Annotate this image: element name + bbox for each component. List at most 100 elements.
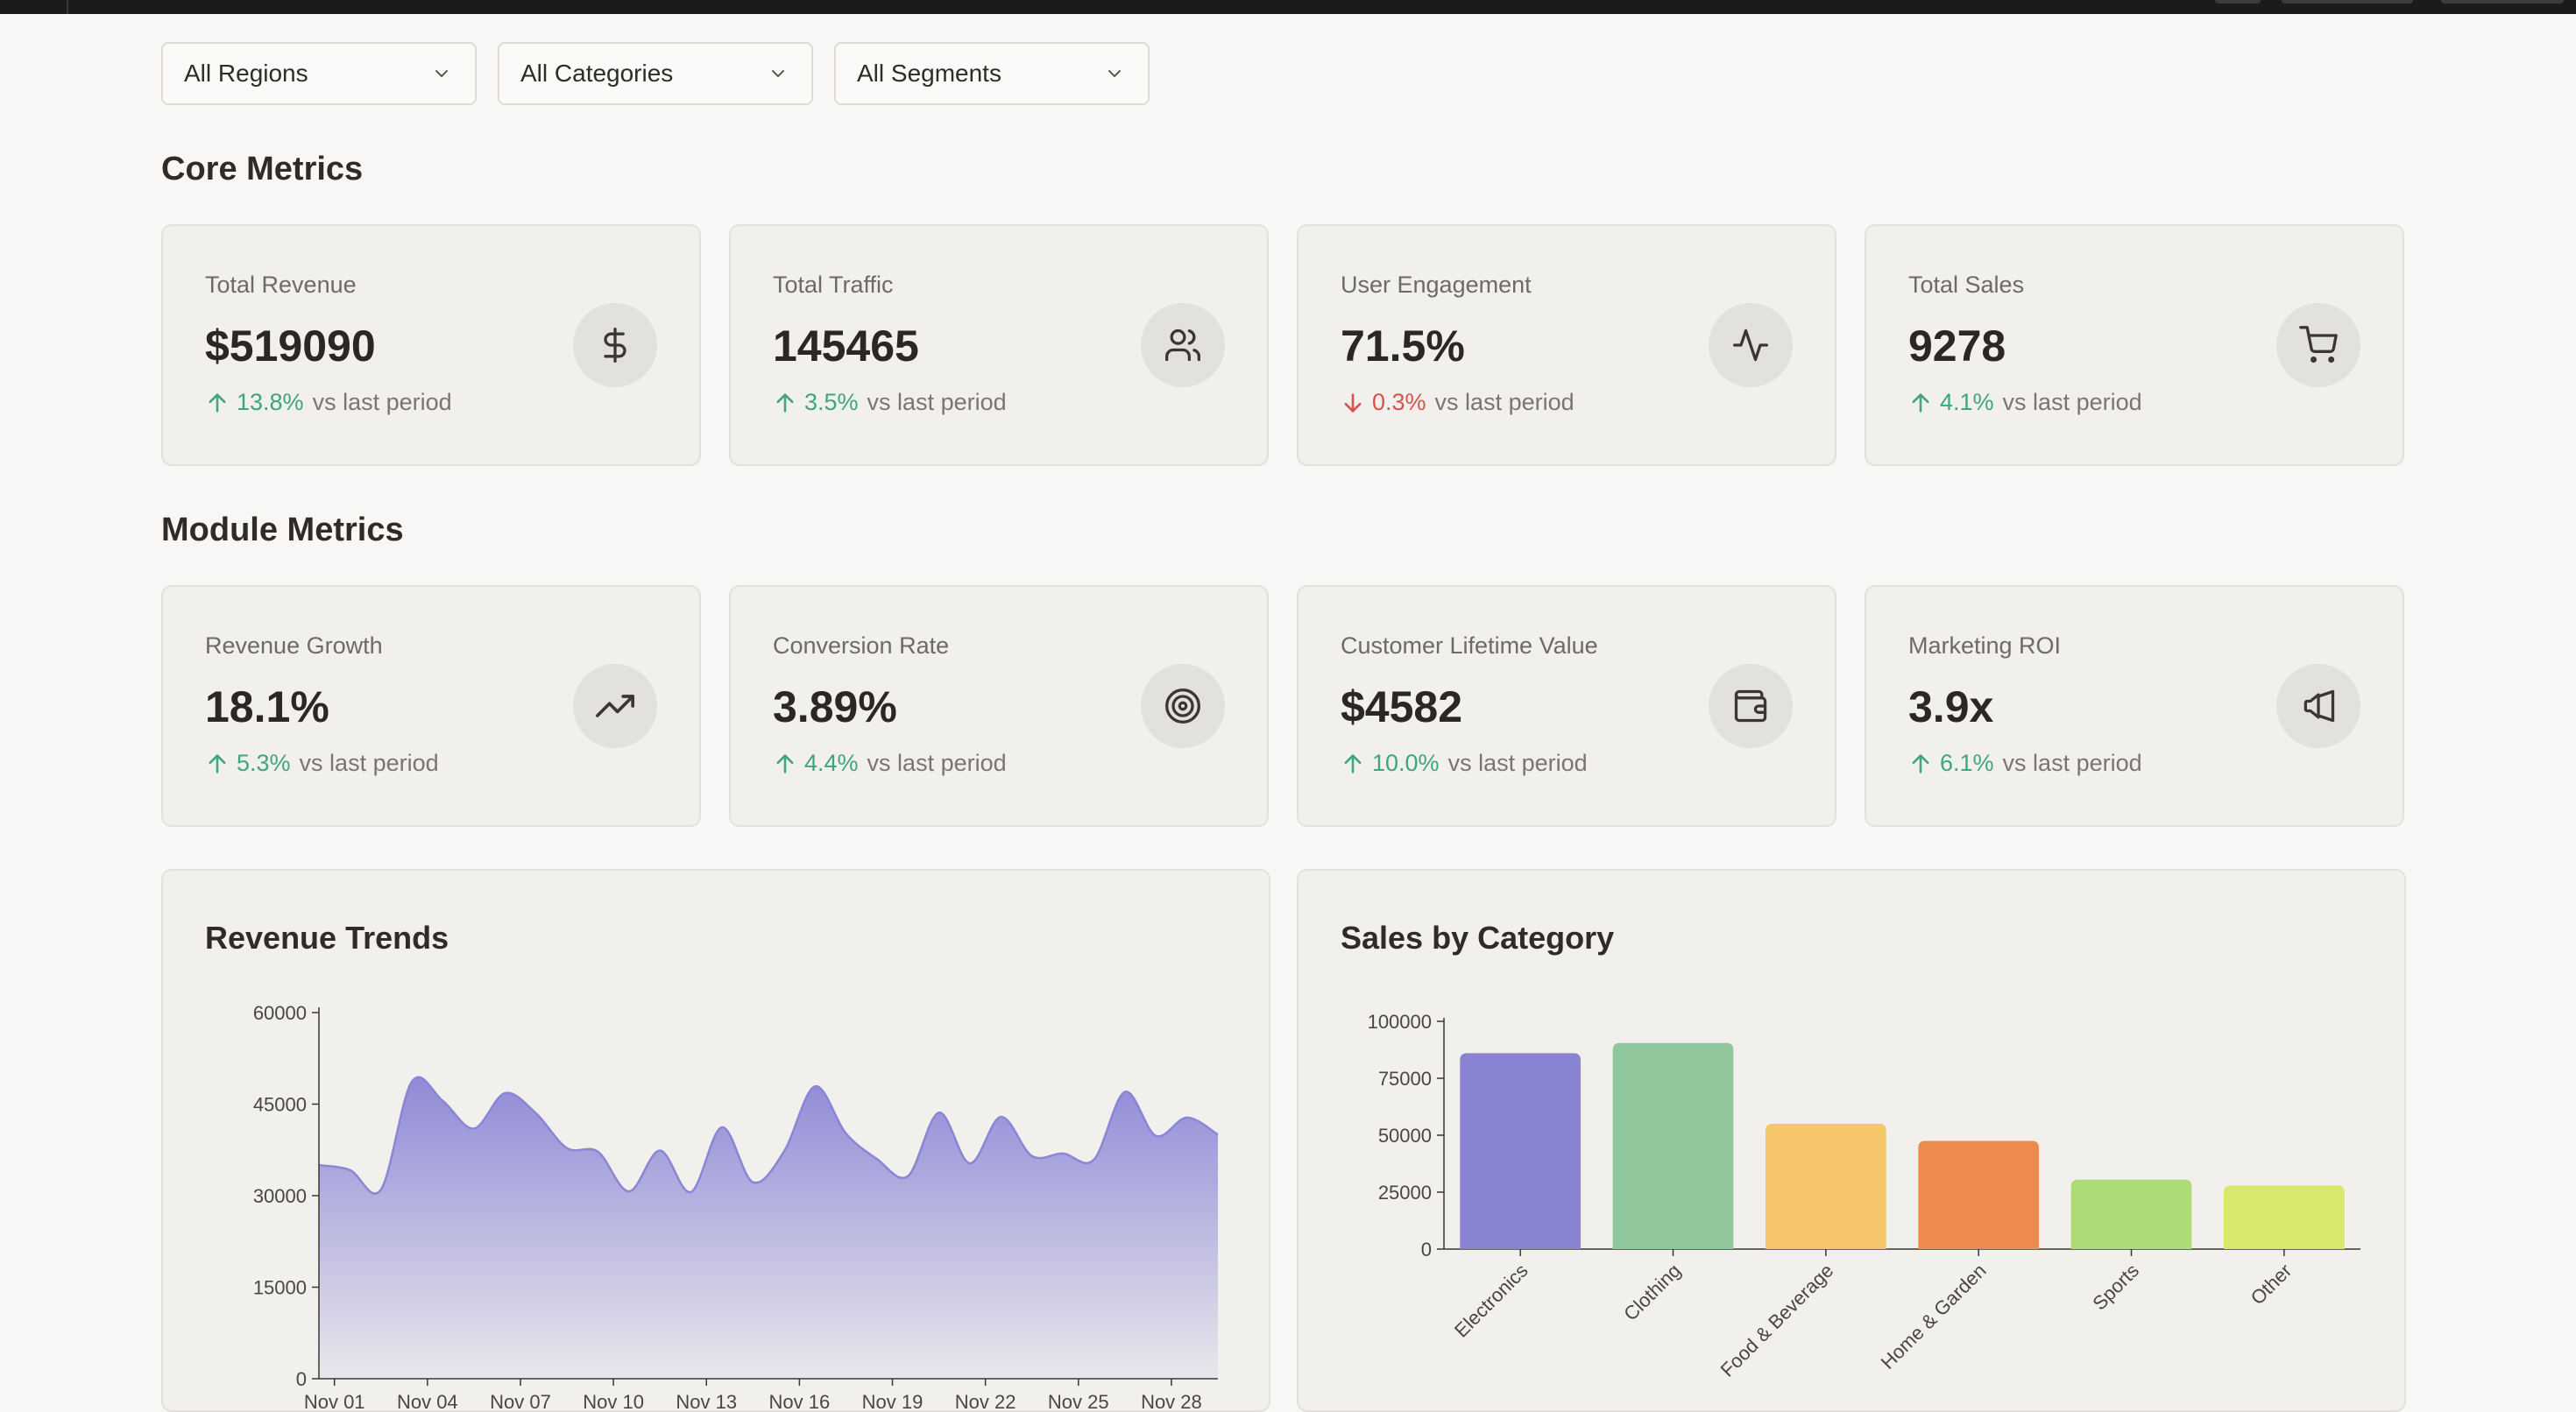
x-tick-label: Nov 28	[1141, 1391, 1202, 1412]
bar	[1765, 1124, 1886, 1249]
wallet-icon	[1709, 664, 1793, 748]
metric-change-suffix: vs last period	[1434, 389, 1575, 415]
revenue-trends-title: Revenue Trends	[205, 920, 449, 956]
y-tick-label: 60000	[253, 1002, 307, 1024]
bar	[2070, 1179, 2192, 1249]
top-bar-button[interactable]	[2441, 0, 2564, 4]
category-select-value: All Categories	[520, 60, 674, 87]
metric-value: 3.89%	[773, 682, 897, 731]
arrow-up-icon	[776, 753, 794, 773]
metric-change: 10.0%	[1372, 750, 1440, 776]
category-select[interactable]: All Categories	[498, 42, 813, 105]
activity-icon	[1709, 303, 1793, 387]
metric-change: 6.1%	[1940, 750, 1994, 776]
metric-card-total-traffic: Total Traffic 145465 3.5% vs last period	[729, 224, 1269, 466]
metric-label: Total Sales	[1908, 272, 2025, 298]
metric-value: $4582	[1341, 682, 1463, 731]
metric-change-suffix: vs last period	[299, 750, 439, 776]
sales-by-category-chart: 0 25000 50000 75000 100000 Electronics Clothin…	[1368, 1011, 2360, 1381]
metric-delta: 0.3% vs last period	[1341, 389, 1575, 416]
bar	[1918, 1140, 2040, 1249]
x-tick-label: Sports	[2088, 1260, 2143, 1315]
y-tick-label: 25000	[1378, 1182, 1432, 1204]
x-tick-label: Clothing	[1619, 1260, 1685, 1325]
arrow-up-icon	[1344, 753, 1362, 773]
y-tick-label: 50000	[1378, 1125, 1432, 1147]
metric-delta: 4.1% vs last period	[1908, 389, 2142, 416]
revenue-trends-chart: 0 15000 30000 45000 60000 Nov 01 Nov 04 Nov 07 N…	[253, 1002, 1219, 1412]
metric-delta: 3.5% vs last period	[773, 389, 1007, 416]
metric-label: Revenue Growth	[205, 632, 383, 659]
metric-delta: 6.1% vs last period	[1908, 750, 2142, 777]
metric-value: 18.1%	[205, 682, 329, 731]
dollar-icon	[573, 303, 657, 387]
metric-label: Marketing ROI	[1908, 632, 2062, 659]
metric-label: Total Traffic	[773, 272, 894, 298]
core-metrics-heading: Core Metrics	[161, 151, 364, 187]
metric-label: Conversion Rate	[773, 632, 950, 659]
segment-select[interactable]: All Segments	[834, 42, 1150, 105]
metric-value: $519090	[205, 321, 376, 371]
metric-label: Total Revenue	[205, 272, 357, 298]
y-tick-label: 0	[1421, 1239, 1432, 1260]
x-tick-label: Home & Garden	[1877, 1260, 1991, 1373]
x-tick-label: Nov 10	[583, 1391, 644, 1412]
bar	[1460, 1053, 1582, 1249]
arrow-up-icon	[209, 392, 226, 413]
metric-change-suffix: vs last period	[2002, 750, 2142, 776]
chevron-down-icon	[435, 70, 448, 77]
y-tick-label: 15000	[253, 1277, 307, 1299]
metric-change: 13.8%	[237, 389, 304, 415]
metric-delta: 4.4% vs last period	[773, 750, 1007, 777]
y-tick-label: 100000	[1368, 1011, 1432, 1033]
chevron-down-icon	[772, 70, 784, 77]
revenue-line	[318, 1076, 1219, 1195]
x-tick-label: Other	[2247, 1260, 2296, 1310]
metric-change: 0.3%	[1372, 389, 1426, 415]
trending-up-icon	[573, 664, 657, 748]
metric-card-customer-lifetime-value: Customer Lifetime Value $4582 10.0% vs l…	[1297, 585, 1836, 827]
x-tick-label: Nov 19	[862, 1391, 924, 1412]
filter-bar: All Regions All Categories All Segments	[161, 42, 1150, 105]
region-select-value: All Regions	[184, 60, 308, 87]
arrow-up-icon	[1912, 392, 1929, 413]
metric-change-suffix: vs last period	[1447, 750, 1588, 776]
metric-change: 5.3%	[237, 750, 291, 776]
metric-delta: 13.8% vs last period	[205, 389, 452, 416]
target-icon	[1141, 664, 1225, 748]
revenue-trends-panel: Revenue Trends 0 15000 30000 45000 60000 Nov …	[161, 869, 1270, 1412]
top-bar-button[interactable]	[2282, 0, 2413, 4]
arrow-up-icon	[776, 392, 794, 413]
metric-delta: 10.0% vs last period	[1341, 750, 1588, 777]
x-tick-label: Food & Beverage	[1716, 1260, 1838, 1381]
metric-value: 145465	[773, 321, 919, 371]
arrow-up-icon	[209, 753, 226, 773]
metric-value: 71.5%	[1341, 321, 1465, 371]
top-bar-divider	[67, 0, 68, 14]
top-bar-button[interactable]	[2215, 0, 2261, 4]
megaphone-icon	[2276, 664, 2360, 748]
x-tick-label: Nov 25	[1048, 1391, 1109, 1412]
metric-value: 3.9x	[1908, 682, 1994, 731]
metric-delta: 5.3% vs last period	[205, 750, 439, 777]
metric-card-revenue-growth: Revenue Growth 18.1% 5.3% vs last period	[161, 585, 701, 827]
arrow-up-icon	[1912, 753, 1929, 773]
top-bar	[0, 0, 2576, 14]
metric-change: 3.5%	[804, 389, 859, 415]
metric-value: 9278	[1908, 321, 2006, 371]
x-tick-label: Nov 01	[304, 1391, 365, 1412]
metric-change: 4.1%	[1940, 389, 1994, 415]
metric-label: User Engagement	[1341, 272, 1532, 298]
metric-change-suffix: vs last period	[312, 389, 452, 415]
x-tick-label: Nov 04	[397, 1391, 458, 1412]
x-tick-label: Nov 22	[955, 1391, 1016, 1412]
arrow-down-icon	[1344, 392, 1362, 413]
metric-card-conversion-rate: Conversion Rate 3.89% 4.4% vs last perio…	[729, 585, 1269, 827]
module-metrics-heading: Module Metrics	[161, 512, 404, 548]
metric-card-total-revenue: Total Revenue $519090 13.8% vs last peri…	[161, 224, 701, 466]
region-select[interactable]: All Regions	[161, 42, 477, 105]
users-icon	[1141, 303, 1225, 387]
metric-change-suffix: vs last period	[867, 389, 1007, 415]
cart-icon	[2276, 303, 2360, 387]
x-tick-label: Nov 07	[490, 1391, 551, 1412]
